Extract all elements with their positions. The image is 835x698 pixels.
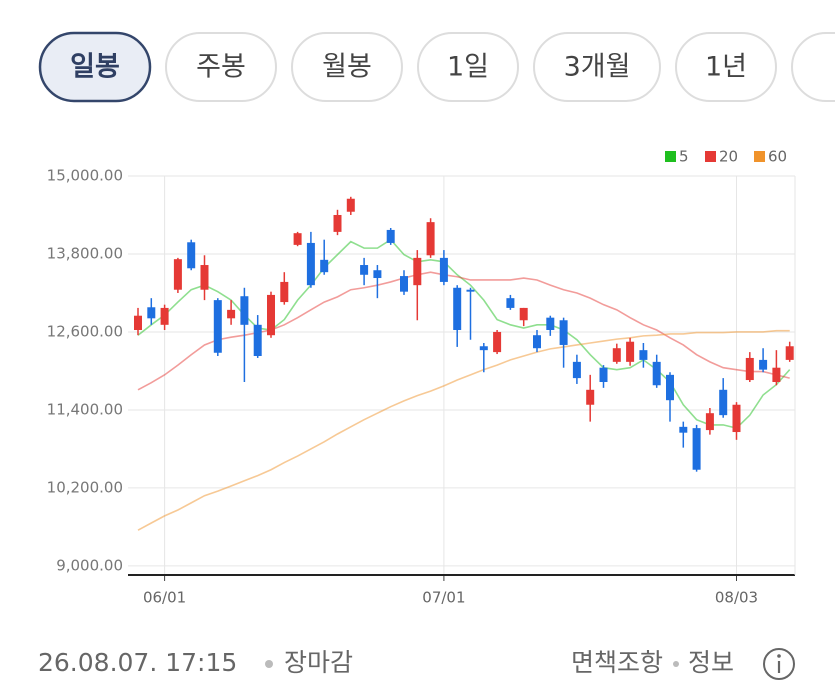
candle-body — [666, 374, 674, 401]
tab-label: 1일 — [447, 52, 489, 83]
candle-body — [134, 315, 142, 331]
tab-label: 월봉 — [322, 52, 372, 83]
candle-body — [187, 242, 196, 269]
tab-pill — [291, 32, 403, 102]
tab[interactable]: 3 — [791, 32, 835, 102]
candle-body — [320, 259, 329, 273]
disclaimer-link[interactable]: 면책조항 — [571, 648, 663, 677]
candle-body — [759, 359, 768, 370]
y-tick-label: 12,600.00 — [47, 322, 123, 340]
tab-pill — [791, 32, 835, 102]
candle-body — [785, 346, 794, 360]
candle-body — [732, 404, 741, 433]
candle-body — [546, 317, 555, 331]
candle-body — [213, 300, 222, 353]
candle-body — [626, 341, 635, 362]
candle-body — [453, 287, 462, 331]
tab-label: 주봉 — [196, 52, 246, 83]
tab-pill — [38, 31, 152, 103]
candle-body — [719, 389, 728, 416]
moving-average-line — [137, 271, 790, 391]
timestamp: 26.08.07. 17:15 — [38, 648, 237, 677]
candle-body — [679, 426, 688, 433]
info-link[interactable]: 정보 — [688, 648, 734, 677]
candle-body — [147, 307, 156, 319]
y-tick-label: 11,400.00 — [47, 400, 123, 418]
candle-body — [639, 350, 648, 360]
legend-swatch — [754, 151, 765, 162]
tab-pill — [675, 32, 777, 102]
candle-body — [373, 270, 382, 279]
candle-body — [426, 222, 435, 256]
candle-body — [506, 298, 515, 308]
candle-body — [173, 259, 182, 290]
separator-dot — [265, 660, 273, 668]
y-tick-label: 13,800.00 — [47, 244, 123, 262]
candle-body — [200, 265, 209, 290]
legend-label: 60 — [768, 148, 787, 166]
candle-body — [612, 348, 621, 362]
candle-body — [519, 307, 528, 321]
candle-body — [652, 361, 661, 386]
candle-body — [333, 214, 342, 232]
moving-average-line — [137, 238, 791, 430]
tab-label: 1년 — [705, 52, 747, 83]
tab[interactable]: 1일 — [417, 32, 519, 102]
candle-body — [586, 389, 595, 405]
candle-body — [400, 276, 408, 292]
y-tick-label: 15,000.00 — [47, 167, 123, 185]
tab-label: 3개월 — [564, 52, 631, 83]
candle-body — [439, 257, 448, 282]
legend-label: 20 — [719, 148, 738, 166]
candle-body — [227, 309, 236, 319]
candle-body — [599, 367, 608, 382]
candle-body — [240, 296, 249, 325]
candle-body — [160, 307, 169, 325]
tab[interactable]: 주봉 — [165, 32, 277, 102]
info-icon[interactable] — [763, 648, 795, 680]
tab[interactable]: 일봉 — [38, 31, 152, 103]
candle-body — [572, 361, 581, 379]
candle-body — [253, 324, 262, 357]
moving-average-line — [137, 329, 790, 531]
tab-pill — [533, 32, 661, 102]
legend-label: 5 — [679, 148, 689, 166]
candle-body — [493, 331, 502, 353]
candle-body — [533, 335, 541, 349]
x-tick-label: 07/01 — [422, 589, 465, 607]
candle-body — [413, 257, 422, 286]
candle-body — [346, 198, 355, 212]
candle-body — [692, 428, 701, 470]
tab-pill — [165, 32, 277, 102]
candle-body — [772, 367, 781, 382]
candle-body — [267, 294, 275, 336]
candle-body — [293, 233, 302, 245]
tab[interactable]: 1년 — [675, 32, 777, 102]
legend-swatch — [705, 151, 716, 162]
candle-body — [280, 281, 289, 303]
candle-body — [360, 265, 369, 275]
candle-body — [386, 229, 395, 243]
x-tick-label: 08/03 — [715, 589, 758, 607]
tab-label: 일봉 — [70, 52, 120, 83]
candle-body — [705, 413, 714, 431]
legend-swatch — [665, 151, 676, 162]
tab-pill — [417, 32, 519, 102]
tab[interactable]: 월봉 — [291, 32, 403, 102]
tab[interactable]: 3개월 — [533, 32, 661, 102]
y-tick-label: 9,000.00 — [56, 556, 123, 574]
separator-dot — [673, 661, 679, 667]
y-tick-label: 10,200.00 — [47, 478, 123, 496]
candle-body — [745, 357, 754, 381]
candle-body — [479, 346, 488, 351]
candle-body — [466, 289, 475, 292]
x-tick-label: 06/01 — [143, 589, 186, 607]
candle-body — [559, 320, 568, 345]
market-status: 장마감 — [284, 648, 353, 677]
candle-body — [306, 242, 315, 286]
